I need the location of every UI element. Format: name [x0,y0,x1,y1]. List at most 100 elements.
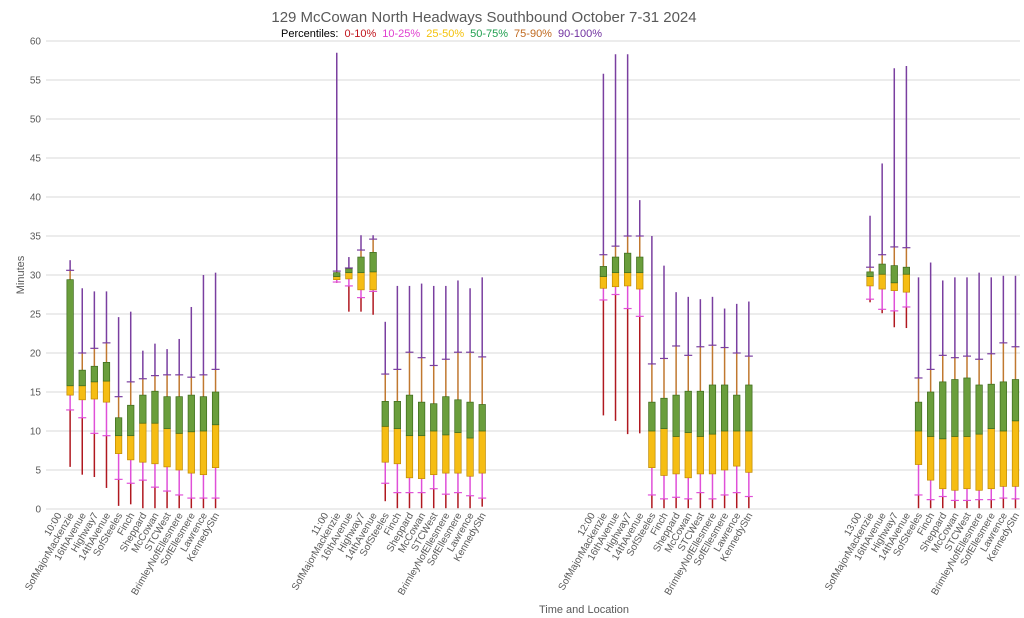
box-10:00-Highway7 [90,291,99,478]
box-50-75 [648,401,656,432]
legend-item: 10-25% [382,28,420,40]
box-13:00-14thAvenue [902,65,911,329]
box-50-75 [114,417,123,437]
legend-item: 50-75% [470,28,508,40]
box-12:00-McCowan [684,296,693,509]
box-10:00-McCowan [150,343,159,509]
x-axis-title: Time and Location [539,604,629,616]
box-25-50 [102,380,111,403]
box-50-75 [878,263,886,275]
box-25-50 [151,422,159,465]
box-13:00-16thAvenue [878,163,887,314]
box-11:00-SofEllesmere [453,280,462,509]
box-25-50 [720,430,729,471]
box-25-50 [939,438,947,490]
box-25-50 [927,436,935,481]
box-50-75 [369,252,377,273]
box-25-50 [878,273,886,290]
box-25-50 [975,433,983,491]
legend-item: 25-50% [426,28,464,40]
box-50-75 [999,381,1007,432]
box-50-75 [442,396,450,436]
box-50-75 [975,384,983,435]
y-tick-label: 45 [30,154,42,165]
box-13:00-Finch [926,262,935,509]
box-25-50 [684,432,692,479]
box-12:00-KennedyStn [744,301,753,509]
box-50-75 [733,394,741,432]
chart-title: 129 McCowan North Headways Southbound Oc… [271,9,696,26]
box-12:00-BrimleyNofEllesmere [708,296,717,509]
box-11:00-SofMajorMackenzie [332,52,341,283]
box-25-50 [611,272,620,288]
box-50-75 [636,256,644,274]
gridlines [46,40,1020,510]
box-50-75 [405,394,414,437]
box-25-50 [393,428,401,465]
y-tick-label: 50 [30,115,42,126]
box-25-50 [418,435,426,479]
box-10:00-Finch [126,311,135,505]
box-11:00-Sheppard [405,285,414,509]
box-50-75 [454,399,462,433]
box-50-75 [418,401,426,437]
box-25-50 [866,276,874,287]
box-50-75 [660,397,668,430]
box-25-50 [660,428,668,476]
box-25-50 [199,430,208,476]
box-10:00-SofMajorMackenzie [66,260,75,467]
box-12:00-14thAvenue [635,200,644,434]
box-25-50 [175,432,183,471]
box-12:00-SofEllesmere [720,308,729,509]
box-25-50 [163,428,171,468]
box-50-75 [393,401,401,430]
box-13:00-STCWest [963,277,971,509]
box-10:00-KennedyStn [211,272,220,509]
box-50-75 [199,396,208,432]
box-50-75 [90,365,98,383]
box-25-50 [127,435,135,461]
box-50-75 [914,401,923,432]
y-tick-label: 15 [30,388,42,399]
box-25-50 [708,433,717,475]
box-10:00-14thAvenue [102,291,111,488]
box-50-75 [381,401,389,427]
box-50-75 [102,362,111,382]
box-25-50 [478,430,486,474]
y-tick-label: 20 [30,349,42,360]
box-25-50 [466,437,474,477]
box-13:00-Highway7 [890,68,899,328]
y-axis-title: Minutes [15,255,27,294]
box-50-75 [1011,379,1020,422]
y-tick-label: 0 [35,505,41,516]
box-11:00-McCowan [417,283,426,509]
box-10:00-STCWest [163,349,172,509]
box-11:00-16thAvenue [344,257,353,312]
box-13:00-KennedyStn [1011,275,1020,509]
legend-item: 75-90% [514,28,552,40]
legend-item: 90-100% [558,28,602,40]
box-50-75 [78,369,86,387]
box-25-50 [648,430,656,469]
box-25-50 [90,381,98,400]
box-25-50 [624,272,632,287]
box-50-75 [139,394,147,424]
box-11:00-Highway7 [357,235,365,312]
box-12:00-Sheppard [672,292,681,509]
box-25-50 [890,282,898,291]
box-50-75 [187,394,195,433]
box-11:00-STCWest [429,285,438,509]
box-50-75 [357,256,365,274]
box-25-50 [987,428,995,490]
box-10:00-16thAvenue [78,288,87,475]
box-25-50 [745,430,753,473]
box-50-75 [939,381,947,440]
box-50-75 [624,252,632,274]
box-11:00-14thAvenue [369,235,378,315]
box-25-50 [405,435,414,479]
box-50-75 [211,391,220,426]
legend: Percentiles: 0-10% 10-25% 25-50% 50-75% 75-9… [281,28,602,40]
y-tick-label: 30 [30,271,42,282]
box-50-75 [430,403,438,432]
